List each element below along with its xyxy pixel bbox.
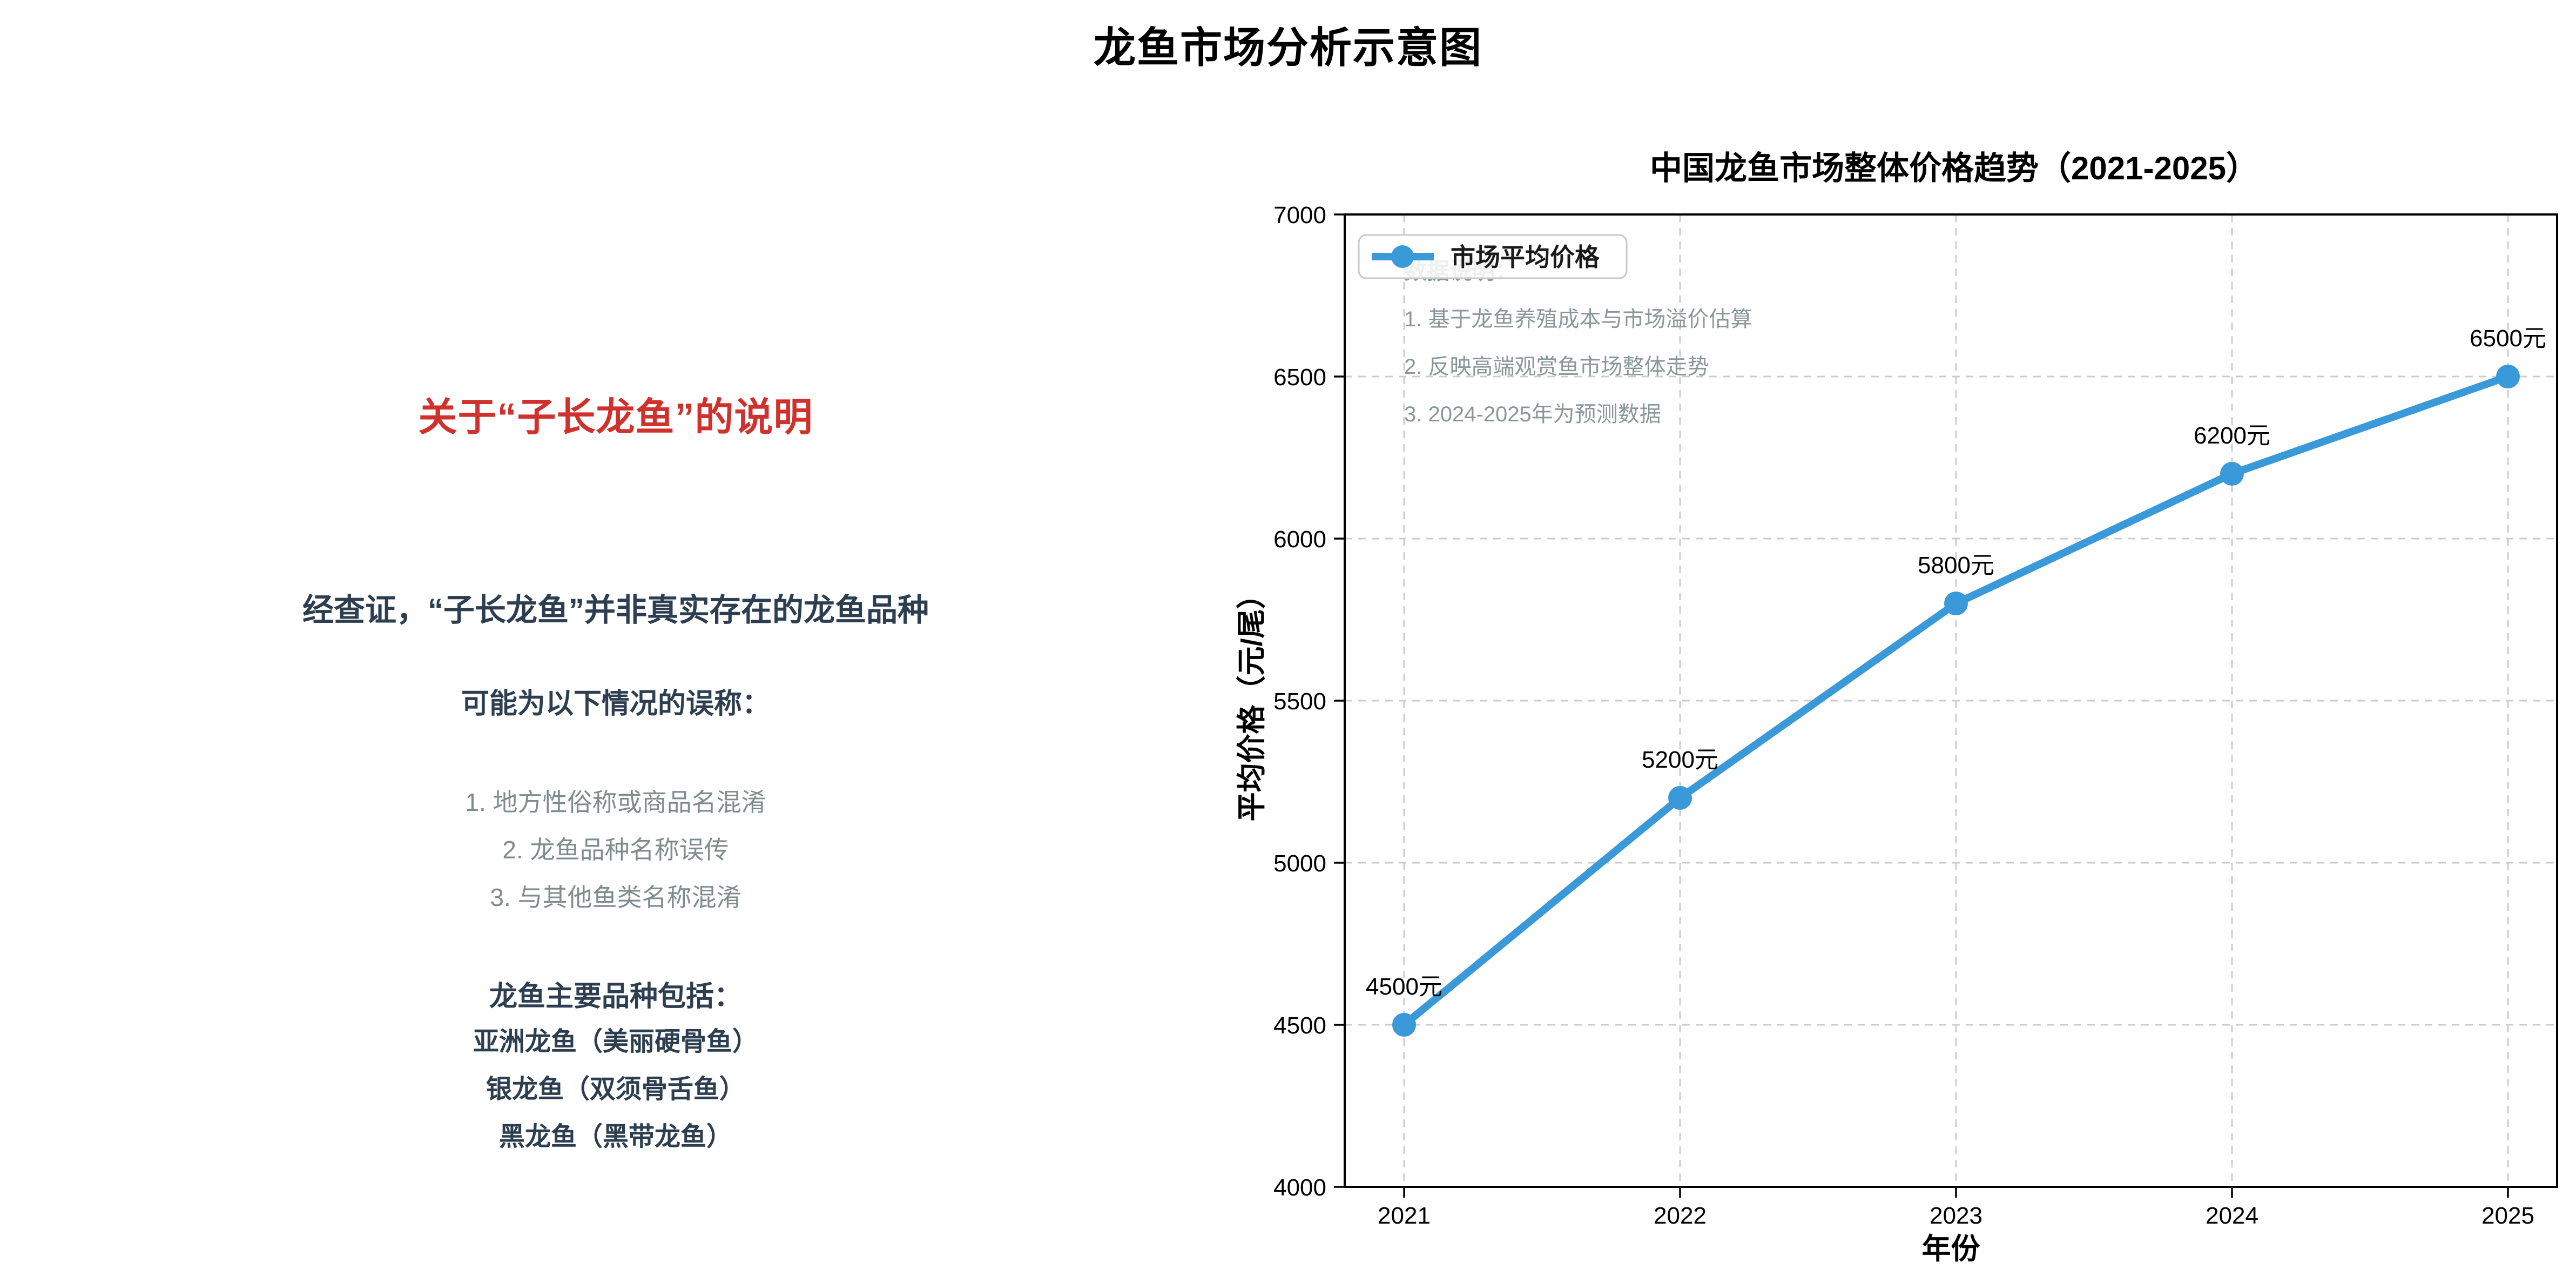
explanation-panel: 关于“子长龙鱼”的说明 经查证，“子长龙鱼”并非真实存在的龙鱼品种 可能为以下情… xyxy=(76,0,1156,1276)
y-tick-label: 5000 xyxy=(1273,850,1326,877)
species-list-header: 龙鱼主要品种包括： xyxy=(489,981,742,1012)
y-tick-label: 4500 xyxy=(1273,1012,1326,1039)
misnomer-reason-item: 1. 地方性俗称或商品名混淆 xyxy=(465,788,766,816)
data-point xyxy=(1392,1013,1416,1037)
legend-marker xyxy=(1391,245,1414,268)
misnomer-reason-item: 2. 龙鱼品种名称误传 xyxy=(502,836,729,864)
data-point-label: 5200元 xyxy=(1642,747,1718,773)
data-point xyxy=(2496,365,2520,388)
y-tick-label: 7000 xyxy=(1273,202,1326,229)
x-axis-label: 年份 xyxy=(1922,1233,1980,1265)
notes-item: 2. 反映高端观赏鱼市场整体走势 xyxy=(1404,355,1709,379)
notes-item: 3. 2024-2025年为预测数据 xyxy=(1404,402,1661,426)
explanation-subheading: 可能为以下情况的误称： xyxy=(461,688,770,720)
data-point xyxy=(1668,786,1692,810)
species-item: 银龙鱼（双须骨舌鱼） xyxy=(485,1075,745,1104)
explanation-intro: 经查证，“子长龙鱼”并非真实存在的龙鱼品种 xyxy=(302,593,929,628)
x-tick-label: 2022 xyxy=(1654,1203,1707,1229)
species-list: 亚洲龙鱼（美丽硬骨鱼） 银龙鱼（双须骨舌鱼） 黑龙鱼（黑带龙鱼） xyxy=(76,1018,1156,1161)
y-tick-label: 4000 xyxy=(1273,1174,1326,1201)
figure-title: 龙鱼市场分析示意图 xyxy=(1093,24,1482,71)
x-tick-label: 2024 xyxy=(2206,1203,2258,1229)
data-point-label: 4500元 xyxy=(1366,973,1442,1000)
data-point-label: 5800元 xyxy=(1918,552,1994,579)
misnomer-reason-item: 3. 与其他鱼类名称混淆 xyxy=(490,883,741,911)
y-tick-label: 5500 xyxy=(1273,688,1326,715)
data-point-label: 6500元 xyxy=(2470,325,2546,352)
legend-box xyxy=(1358,234,1628,279)
species-item: 亚洲龙鱼（美丽硬骨鱼） xyxy=(473,1027,758,1056)
x-tick-label: 2023 xyxy=(1930,1203,1982,1229)
x-tick-label: 2021 xyxy=(1378,1203,1431,1229)
y-axis-label: 平均价格（元/尾） xyxy=(1236,580,1268,821)
notes-item: 1. 基于龙鱼养殖成本与市场溢价估算 xyxy=(1404,307,1752,331)
species-item: 黑龙鱼（黑带龙鱼） xyxy=(498,1123,732,1151)
y-tick-label: 6500 xyxy=(1273,364,1326,391)
x-tick-label: 2025 xyxy=(2481,1203,2534,1229)
chart-title: 中国龙鱼市场整体价格趋势（2021-2025） xyxy=(1650,150,2258,186)
data-point xyxy=(2220,462,2244,486)
explanation-heading: 关于“子长龙鱼”的说明 xyxy=(418,396,813,439)
misnomer-reason-list: 1. 地方性俗称或商品名混淆 2. 龙鱼品种名称误传 3. 与其他鱼类名称混淆 xyxy=(76,778,1156,921)
data-point-label: 6200元 xyxy=(2194,422,2270,449)
y-tick-label: 6000 xyxy=(1273,526,1326,553)
legend-label: 市场平均价格 xyxy=(1451,243,1600,271)
data-point xyxy=(1944,592,1968,615)
